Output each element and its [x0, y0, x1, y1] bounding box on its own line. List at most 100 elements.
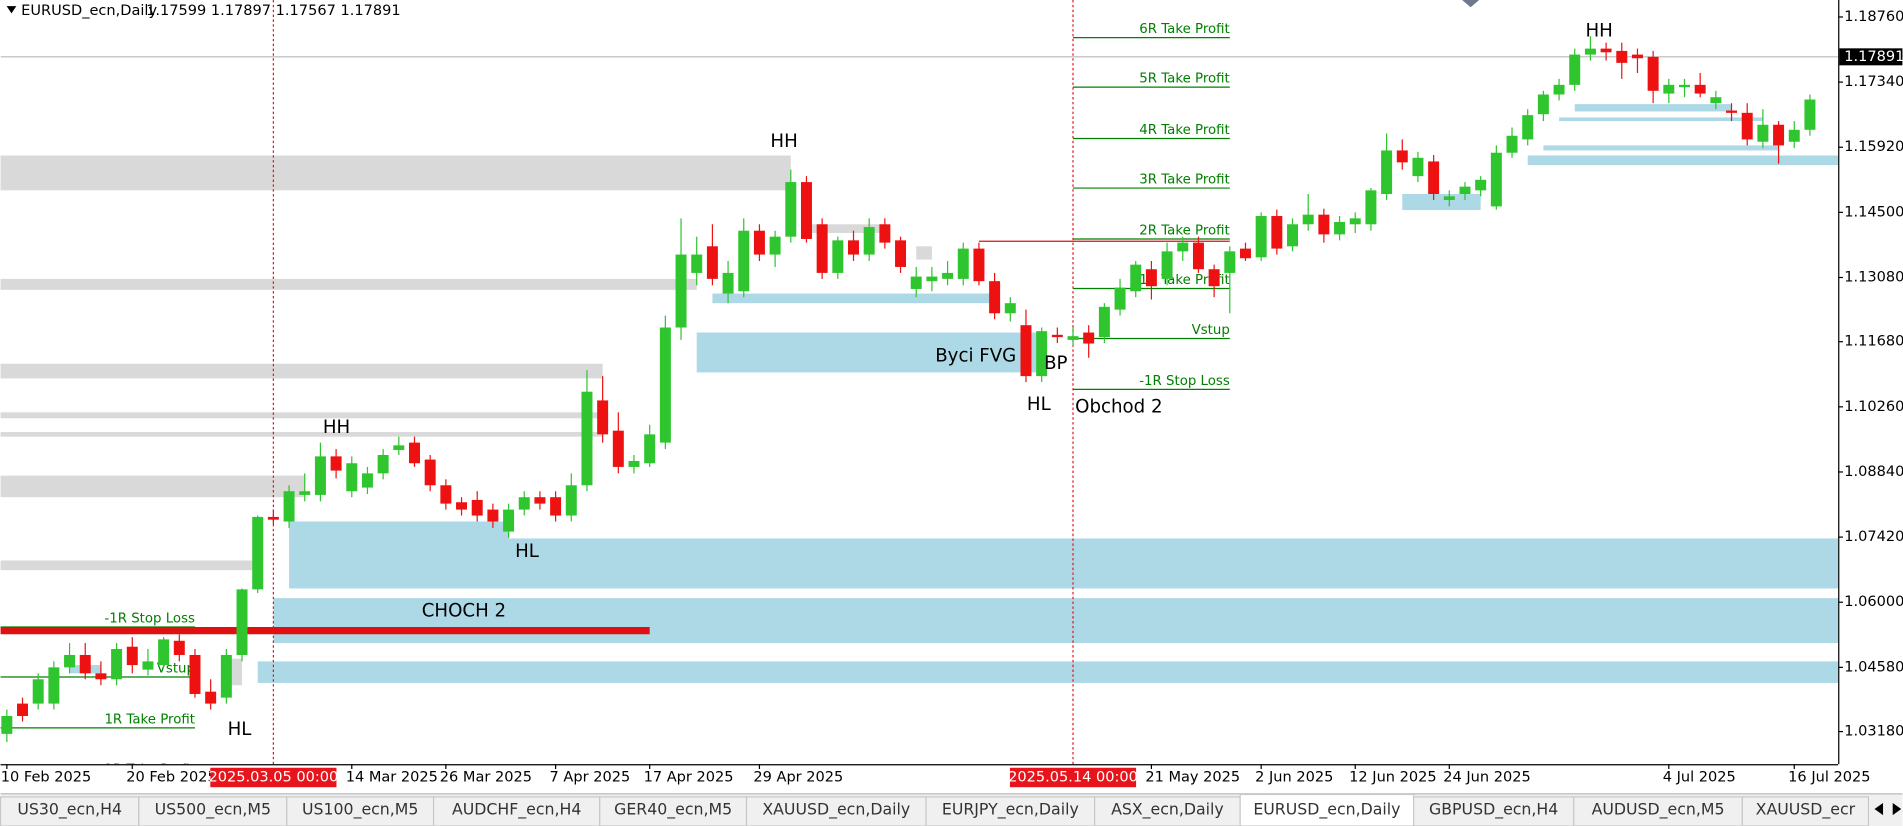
fvg-zone: [257, 661, 1839, 683]
candle-body: [628, 460, 640, 467]
candle-body: [1412, 157, 1424, 177]
candle-body: [111, 649, 123, 680]
fvg-zone: [1543, 145, 1779, 151]
candle-body: [173, 640, 185, 655]
tab[interactable]: [1094, 796, 1241, 826]
tab-label[interactable]: US500_ecn,M5: [155, 800, 271, 820]
y-tick-label: 1.03180: [1844, 723, 1903, 740]
trade-level-label: 5R Take Profit: [1139, 72, 1230, 87]
y-tick-label: 1.11680: [1844, 333, 1903, 350]
candle-body: [1710, 97, 1722, 104]
plot-area: 6R Take Profit 5R Take Profit 4R Take Prof…: [0, 0, 1839, 765]
annotation: HH: [323, 417, 350, 438]
trade-level-label: Vstup: [157, 662, 195, 677]
tab-scroll-left[interactable]: [1874, 802, 1884, 816]
candle-body: [1302, 214, 1314, 225]
candle-body: [753, 230, 765, 255]
y-tick-label: 1.08840: [1844, 463, 1903, 480]
gray-zone: [0, 363, 603, 379]
tab[interactable]: [286, 796, 435, 826]
tab-label[interactable]: AUDUSD_ecn,M5: [1592, 800, 1725, 820]
header-menu-arrow[interactable]: [6, 6, 17, 14]
tab-label[interactable]: GBPUSD_ecn,H4: [1429, 800, 1558, 820]
candle-body: [487, 509, 499, 522]
candle-body: [1522, 115, 1534, 140]
tab[interactable]: [432, 796, 601, 826]
candle-body: [361, 473, 373, 488]
tab[interactable]: [599, 796, 748, 826]
fvg-zone: [1574, 104, 1732, 112]
candle-body: [1334, 221, 1346, 235]
candle-body: [1, 715, 13, 734]
candle-body: [1365, 190, 1377, 225]
candle-body: [1396, 150, 1408, 163]
tab-label[interactable]: US100_ecn,M5: [302, 800, 418, 820]
candle-body: [377, 454, 389, 474]
annotation: HL: [515, 541, 540, 562]
tab-active[interactable]: [1239, 793, 1415, 826]
gray-zone: [0, 412, 603, 419]
x-tick-label: 10 Feb 2025: [1, 768, 92, 785]
candle-body: [1726, 110, 1738, 113]
candle-body: [346, 463, 358, 492]
tab[interactable]: [1573, 796, 1743, 826]
gray-zone: [916, 246, 932, 260]
fvg-zone: [1527, 155, 1839, 166]
fvg-zone: [1402, 194, 1481, 211]
tab-label[interactable]: XAUUSD_ecr: [1756, 800, 1856, 820]
candle-body: [1553, 84, 1565, 95]
candle-body: [769, 236, 781, 255]
tab[interactable]: [1413, 796, 1575, 826]
candle-body: [1004, 303, 1016, 314]
tab-label[interactable]: EURUSD_ecn,Daily: [1253, 800, 1400, 820]
candle-body: [1381, 150, 1393, 195]
y-tick-label: 1.06000: [1844, 593, 1903, 610]
trade-level-label: -1R Stop Loss: [104, 612, 195, 627]
tab[interactable]: [1741, 796, 1870, 826]
fvg-zone: [289, 521, 509, 539]
candle-body: [1537, 94, 1549, 115]
tab[interactable]: [925, 796, 1096, 826]
y-tick-label: 1.04580: [1844, 658, 1903, 675]
gray-zone: [0, 560, 258, 571]
candle-body: [1098, 306, 1110, 338]
candle-body: [205, 691, 217, 704]
candle-body: [989, 281, 1001, 314]
tabs: US30_ecn,H4 US500_ecn,M5 US100_ecn,M5 AUDCH…: [0, 793, 1870, 826]
x-tick-label: 29 Apr 2025: [753, 768, 843, 785]
tab-scroll-right[interactable]: [1892, 802, 1902, 816]
gray-zone: [0, 278, 697, 290]
tab-label[interactable]: EURJPY_ecn,Daily: [942, 800, 1079, 820]
candle-body: [1067, 336, 1079, 340]
candle-body: [64, 654, 76, 668]
y-tick-label: 1.17340: [1844, 73, 1903, 90]
tab-label[interactable]: AUDCHF_ecn,H4: [452, 800, 581, 820]
candle-body: [471, 499, 483, 516]
x-tick-label: 24 Jun 2025: [1443, 768, 1531, 785]
candle-body: [126, 646, 138, 666]
x-tick-label: 21 May 2025: [1145, 768, 1240, 785]
candle-body: [1239, 248, 1251, 259]
tab[interactable]: [0, 796, 140, 826]
candle-body: [800, 182, 812, 239]
candle-body: [1694, 84, 1706, 94]
candle-body: [456, 502, 468, 510]
tab-label[interactable]: XAUUSD_ecn,Daily: [762, 800, 910, 820]
candle-body: [1145, 269, 1157, 287]
candle-body: [863, 227, 875, 255]
tab-label[interactable]: US30_ecn,H4: [17, 800, 122, 820]
candle-body: [32, 679, 44, 704]
tab-label[interactable]: GER40_ecn,M5: [614, 800, 732, 820]
x-tick-label: 2 Jun 2025: [1255, 768, 1333, 785]
candle-body: [252, 516, 264, 590]
candle-body: [691, 254, 703, 273]
annotation: Byci FVG: [935, 346, 1016, 367]
candle-body: [1506, 135, 1518, 153]
candle-body: [597, 400, 609, 435]
tab-label[interactable]: ASX_ecn,Daily: [1111, 800, 1224, 820]
candle-body: [848, 240, 859, 255]
annotation: Obchod 2: [1075, 397, 1162, 418]
annotation: HL: [1027, 394, 1052, 415]
candle-body: [283, 491, 295, 522]
